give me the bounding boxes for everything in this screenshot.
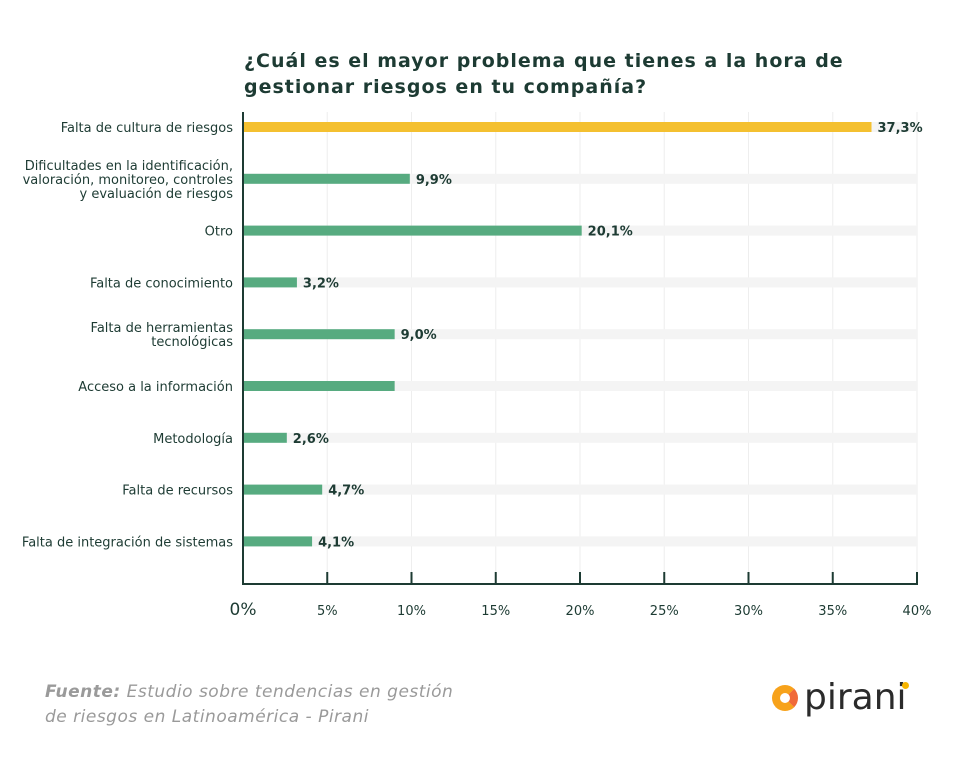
- bar: [243, 484, 323, 495]
- category-label: Dificultades en la identificación,: [25, 159, 233, 174]
- x-tick-label: 25%: [650, 604, 679, 619]
- logo-text: pirani: [804, 677, 907, 718]
- bar-track: [243, 173, 917, 184]
- category-label: Falta de cultura de riesgos: [61, 121, 234, 136]
- source-note: Fuente: Estudio sobre tendencias en gest…: [45, 680, 453, 730]
- x-tick-label: 0%: [230, 600, 257, 620]
- logo-ring-icon: [772, 685, 798, 711]
- bar-track: [243, 329, 917, 340]
- data-label: 4,1%: [318, 535, 354, 550]
- x-tick-label: 35%: [818, 604, 847, 619]
- chart-title: ¿Cuál es el mayor problema que tienes a …: [244, 50, 844, 98]
- x-tick-label: 20%: [566, 604, 595, 619]
- bar: [243, 432, 287, 443]
- category-label: Otro: [205, 225, 233, 240]
- bar: [243, 225, 582, 236]
- bar: [243, 329, 395, 340]
- pirani-logo: pirani: [772, 677, 909, 718]
- x-tick-label: 10%: [397, 604, 426, 619]
- bar: [243, 173, 410, 184]
- source-text-2: de riesgos en Latinoamérica - Pirani: [45, 707, 369, 727]
- category-label: Falta de herramientas: [91, 321, 234, 336]
- bar: [243, 381, 395, 391]
- bar-track: [243, 277, 917, 288]
- source-label: Fuente:: [45, 682, 121, 702]
- x-tick-label: 5%: [317, 604, 338, 619]
- category-label: valoración, monitoreo, controles: [23, 173, 234, 188]
- category-label: Falta de recursos: [122, 484, 233, 499]
- bar: [243, 536, 313, 547]
- category-label: Falta de conocimiento: [90, 276, 233, 291]
- bar-track: [243, 381, 917, 391]
- data-label: 37,3%: [878, 121, 923, 136]
- category-label: tecnológicas: [151, 335, 233, 350]
- category-label: Acceso a la información: [78, 380, 233, 395]
- x-tick-label: 30%: [734, 604, 763, 619]
- data-label: 3,2%: [303, 276, 339, 291]
- bar-track: [243, 484, 917, 495]
- data-label: 9,9%: [416, 173, 452, 188]
- bar: [243, 122, 872, 132]
- data-label: 9,0%: [401, 328, 437, 343]
- x-tick-label: 40%: [903, 604, 932, 619]
- data-label: 20,1%: [588, 225, 633, 240]
- logo-dot-icon: [901, 682, 909, 689]
- source-text-1: Estudio sobre tendencias en gestión: [126, 682, 454, 702]
- data-label: 4,7%: [328, 484, 364, 499]
- bar-track: [243, 536, 917, 547]
- data-label: 2,6%: [293, 432, 329, 447]
- category-label: Falta de integración de sistemas: [22, 535, 233, 550]
- x-tick-label: 15%: [481, 604, 510, 619]
- bar-track: [243, 432, 917, 443]
- category-label: Metodología: [153, 432, 233, 447]
- bar: [243, 277, 297, 288]
- category-label: y evaluación de riesgos: [80, 187, 234, 202]
